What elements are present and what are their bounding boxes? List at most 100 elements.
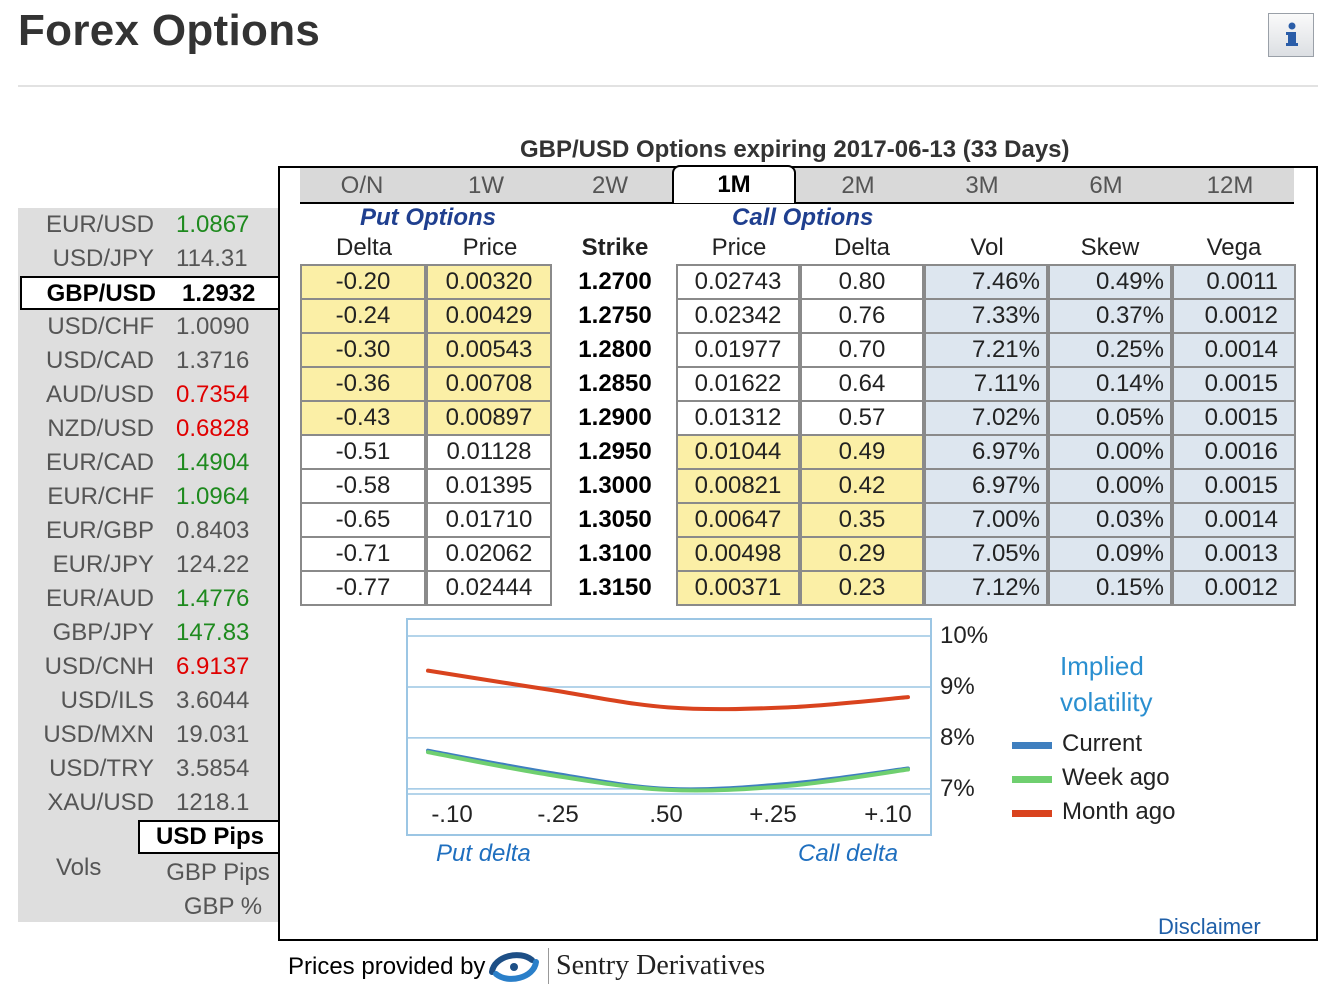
sidebar-pair-gbp-jpy[interactable]: GBP/JPY 147.83 xyxy=(18,616,280,650)
legend-swatch xyxy=(1012,742,1052,749)
cell-pd: -0.43 xyxy=(300,400,426,436)
tab-1m[interactable]: 1M xyxy=(672,165,796,203)
disclaimer-link[interactable]: Disclaimer xyxy=(1158,914,1261,939)
header-divider xyxy=(18,85,1318,87)
info-button[interactable] xyxy=(1268,13,1314,57)
sidebar-pair-usd-jpy[interactable]: USD/JPY 114.31 xyxy=(18,242,280,276)
cell-skew: 0.05% xyxy=(1048,400,1172,436)
sidebar-pair-eur-jpy[interactable]: EUR/JPY 124.22 xyxy=(18,548,280,582)
sidebar-pair-usd-chf[interactable]: USD/CHF 1.0090 xyxy=(18,310,280,344)
pair-name: EUR/USD xyxy=(45,211,154,238)
cell-vega: 0.0012 xyxy=(1172,298,1296,334)
cell-skew: 0.49% xyxy=(1048,264,1172,300)
tab-3m[interactable]: 3M xyxy=(965,172,999,199)
sidebar-pair-gbp-usd[interactable]: GBP/USD 1.2932 xyxy=(20,276,280,310)
cell-pp: 0.00429 xyxy=(426,298,552,334)
put-price-header: Price xyxy=(462,234,518,261)
sidebar-pair-eur-usd[interactable]: EUR/USD 1.0867 xyxy=(18,208,280,242)
cell-cd: 0.42 xyxy=(800,468,924,504)
vol-header: Vol xyxy=(970,234,1004,261)
x-tick-label: -.10 xyxy=(431,801,472,828)
put-delta-axis-label: Put delta xyxy=(436,840,531,867)
cell-vol: 7.11% xyxy=(924,366,1048,402)
logo-divider xyxy=(548,948,549,984)
tab-2w[interactable]: 2W xyxy=(592,172,628,199)
unit-option-gbp-pct[interactable]: GBP % xyxy=(183,893,263,920)
pair-name: EUR/GBP xyxy=(45,517,154,544)
unit-option-gbp-pips[interactable]: GBP Pips xyxy=(166,859,270,886)
tab-6m[interactable]: 6M xyxy=(1089,172,1123,199)
provider-name: Sentry Derivatives xyxy=(556,950,766,981)
sidebar-pair-eur-chf[interactable]: EUR/CHF 1.0964 xyxy=(18,480,280,514)
cell-cd: 0.76 xyxy=(800,298,924,334)
pair-rate: 3.5854 xyxy=(176,755,250,782)
strike-value: 1.2900 xyxy=(578,404,652,431)
cell-vega: 0.0015 xyxy=(1172,400,1296,436)
tab-2m[interactable]: 2M xyxy=(841,172,875,199)
pair-name: USD/CHF xyxy=(47,313,154,340)
sidebar-pair-usd-try[interactable]: USD/TRY 3.5854 xyxy=(18,752,280,786)
sidebar-pair-nzd-usd[interactable]: NZD/USD 0.6828 xyxy=(18,412,280,446)
sentry-logo-icon xyxy=(489,952,539,982)
cell-pp: 0.02062 xyxy=(426,536,552,572)
pair-name: USD/CNH xyxy=(44,653,154,680)
sidebar-pair-eur-cad[interactable]: EUR/CAD 1.4904 xyxy=(18,446,280,480)
legend-label: Week ago xyxy=(1062,764,1170,791)
cell-cd: 0.70 xyxy=(800,332,924,368)
call-options-label: Call Options xyxy=(732,204,874,231)
legend-title: Implied volatility xyxy=(1060,651,1153,717)
sidebar-pair-aud-usd[interactable]: AUD/USD 0.7354 xyxy=(18,378,280,412)
cell-pd: -0.65 xyxy=(300,502,426,538)
legend-swatch xyxy=(1012,776,1052,783)
pair-name: EUR/CHF xyxy=(47,483,154,510)
cell-vega: 0.0014 xyxy=(1172,502,1296,538)
x-tick-label: .50 xyxy=(649,801,682,828)
info-icon xyxy=(1286,22,1298,46)
sidebar-pair-xau-usd[interactable]: XAU/USD 1218.1 xyxy=(18,786,280,820)
sidebar-pair-usd-ils[interactable]: USD/ILS 3.6044 xyxy=(18,684,280,718)
strike-value: 1.2800 xyxy=(578,336,652,363)
cell-pd: -0.71 xyxy=(300,536,426,572)
options-panel-title: GBP/USD Options expiring 2017-06-13 (33 … xyxy=(520,136,1070,163)
call-delta-header: Delta xyxy=(833,234,891,261)
sidebar-pair-eur-aud[interactable]: EUR/AUD 1.4776 xyxy=(18,582,280,616)
cell-cd: 0.57 xyxy=(800,400,924,436)
cell-skew: 0.14% xyxy=(1048,366,1172,402)
pair-rate: 0.7354 xyxy=(176,381,250,408)
pair-rate: 3.6044 xyxy=(176,687,250,714)
cell-skew: 0.09% xyxy=(1048,536,1172,572)
pair-rate: 0.6828 xyxy=(176,415,250,442)
pair-name: AUD/USD xyxy=(45,381,154,408)
chart-canvas: -.10 -.25 .50 +.25 +.10 xyxy=(408,635,930,828)
pair-rate: 1.4776 xyxy=(176,585,250,612)
cell-cp: 0.01977 xyxy=(676,332,800,368)
cell-cp: 0.01044 xyxy=(676,434,800,470)
pair-name: EUR/AUD xyxy=(45,585,154,612)
cell-vega: 0.0014 xyxy=(1172,332,1296,368)
unit-option-usd-pips[interactable]: USD Pips xyxy=(138,820,280,854)
cell-cd: 0.23 xyxy=(800,570,924,606)
cell-cp: 0.01312 xyxy=(676,400,800,436)
cell-cp: 0.01622 xyxy=(676,366,800,402)
sidebar-pair-usd-cnh[interactable]: USD/CNH 6.9137 xyxy=(18,650,280,684)
cell-pd: -0.30 xyxy=(300,332,426,368)
sidebar-pair-usd-cad[interactable]: USD/CAD 1.3716 xyxy=(18,344,280,378)
pair-name: GBP/USD xyxy=(46,280,156,307)
cell-pd: -0.51 xyxy=(300,434,426,470)
cell-vol: 7.46% xyxy=(924,264,1048,300)
tab-12m[interactable]: 12M xyxy=(1206,172,1254,199)
cell-vol: 7.02% xyxy=(924,400,1048,436)
pair-rate: 1.0090 xyxy=(176,313,250,340)
strike-value: 1.2950 xyxy=(578,438,652,465)
strike-value: 1.3150 xyxy=(578,574,652,601)
sidebar-pair-eur-gbp[interactable]: EUR/GBP 0.8403 xyxy=(18,514,280,548)
cell-vega: 0.0015 xyxy=(1172,366,1296,402)
sidebar-pair-usd-mxn[interactable]: USD/MXN 19.031 xyxy=(18,718,280,752)
pair-name: USD/JPY xyxy=(52,245,154,272)
cell-cp: 0.00498 xyxy=(676,536,800,572)
y-tick-label: 7% xyxy=(940,774,975,802)
cell-vega: 0.0016 xyxy=(1172,434,1296,470)
tab-1w[interactable]: 1W xyxy=(468,172,504,199)
tab-on[interactable]: O/N xyxy=(340,172,384,199)
pair-name: USD/MXN xyxy=(43,721,154,748)
